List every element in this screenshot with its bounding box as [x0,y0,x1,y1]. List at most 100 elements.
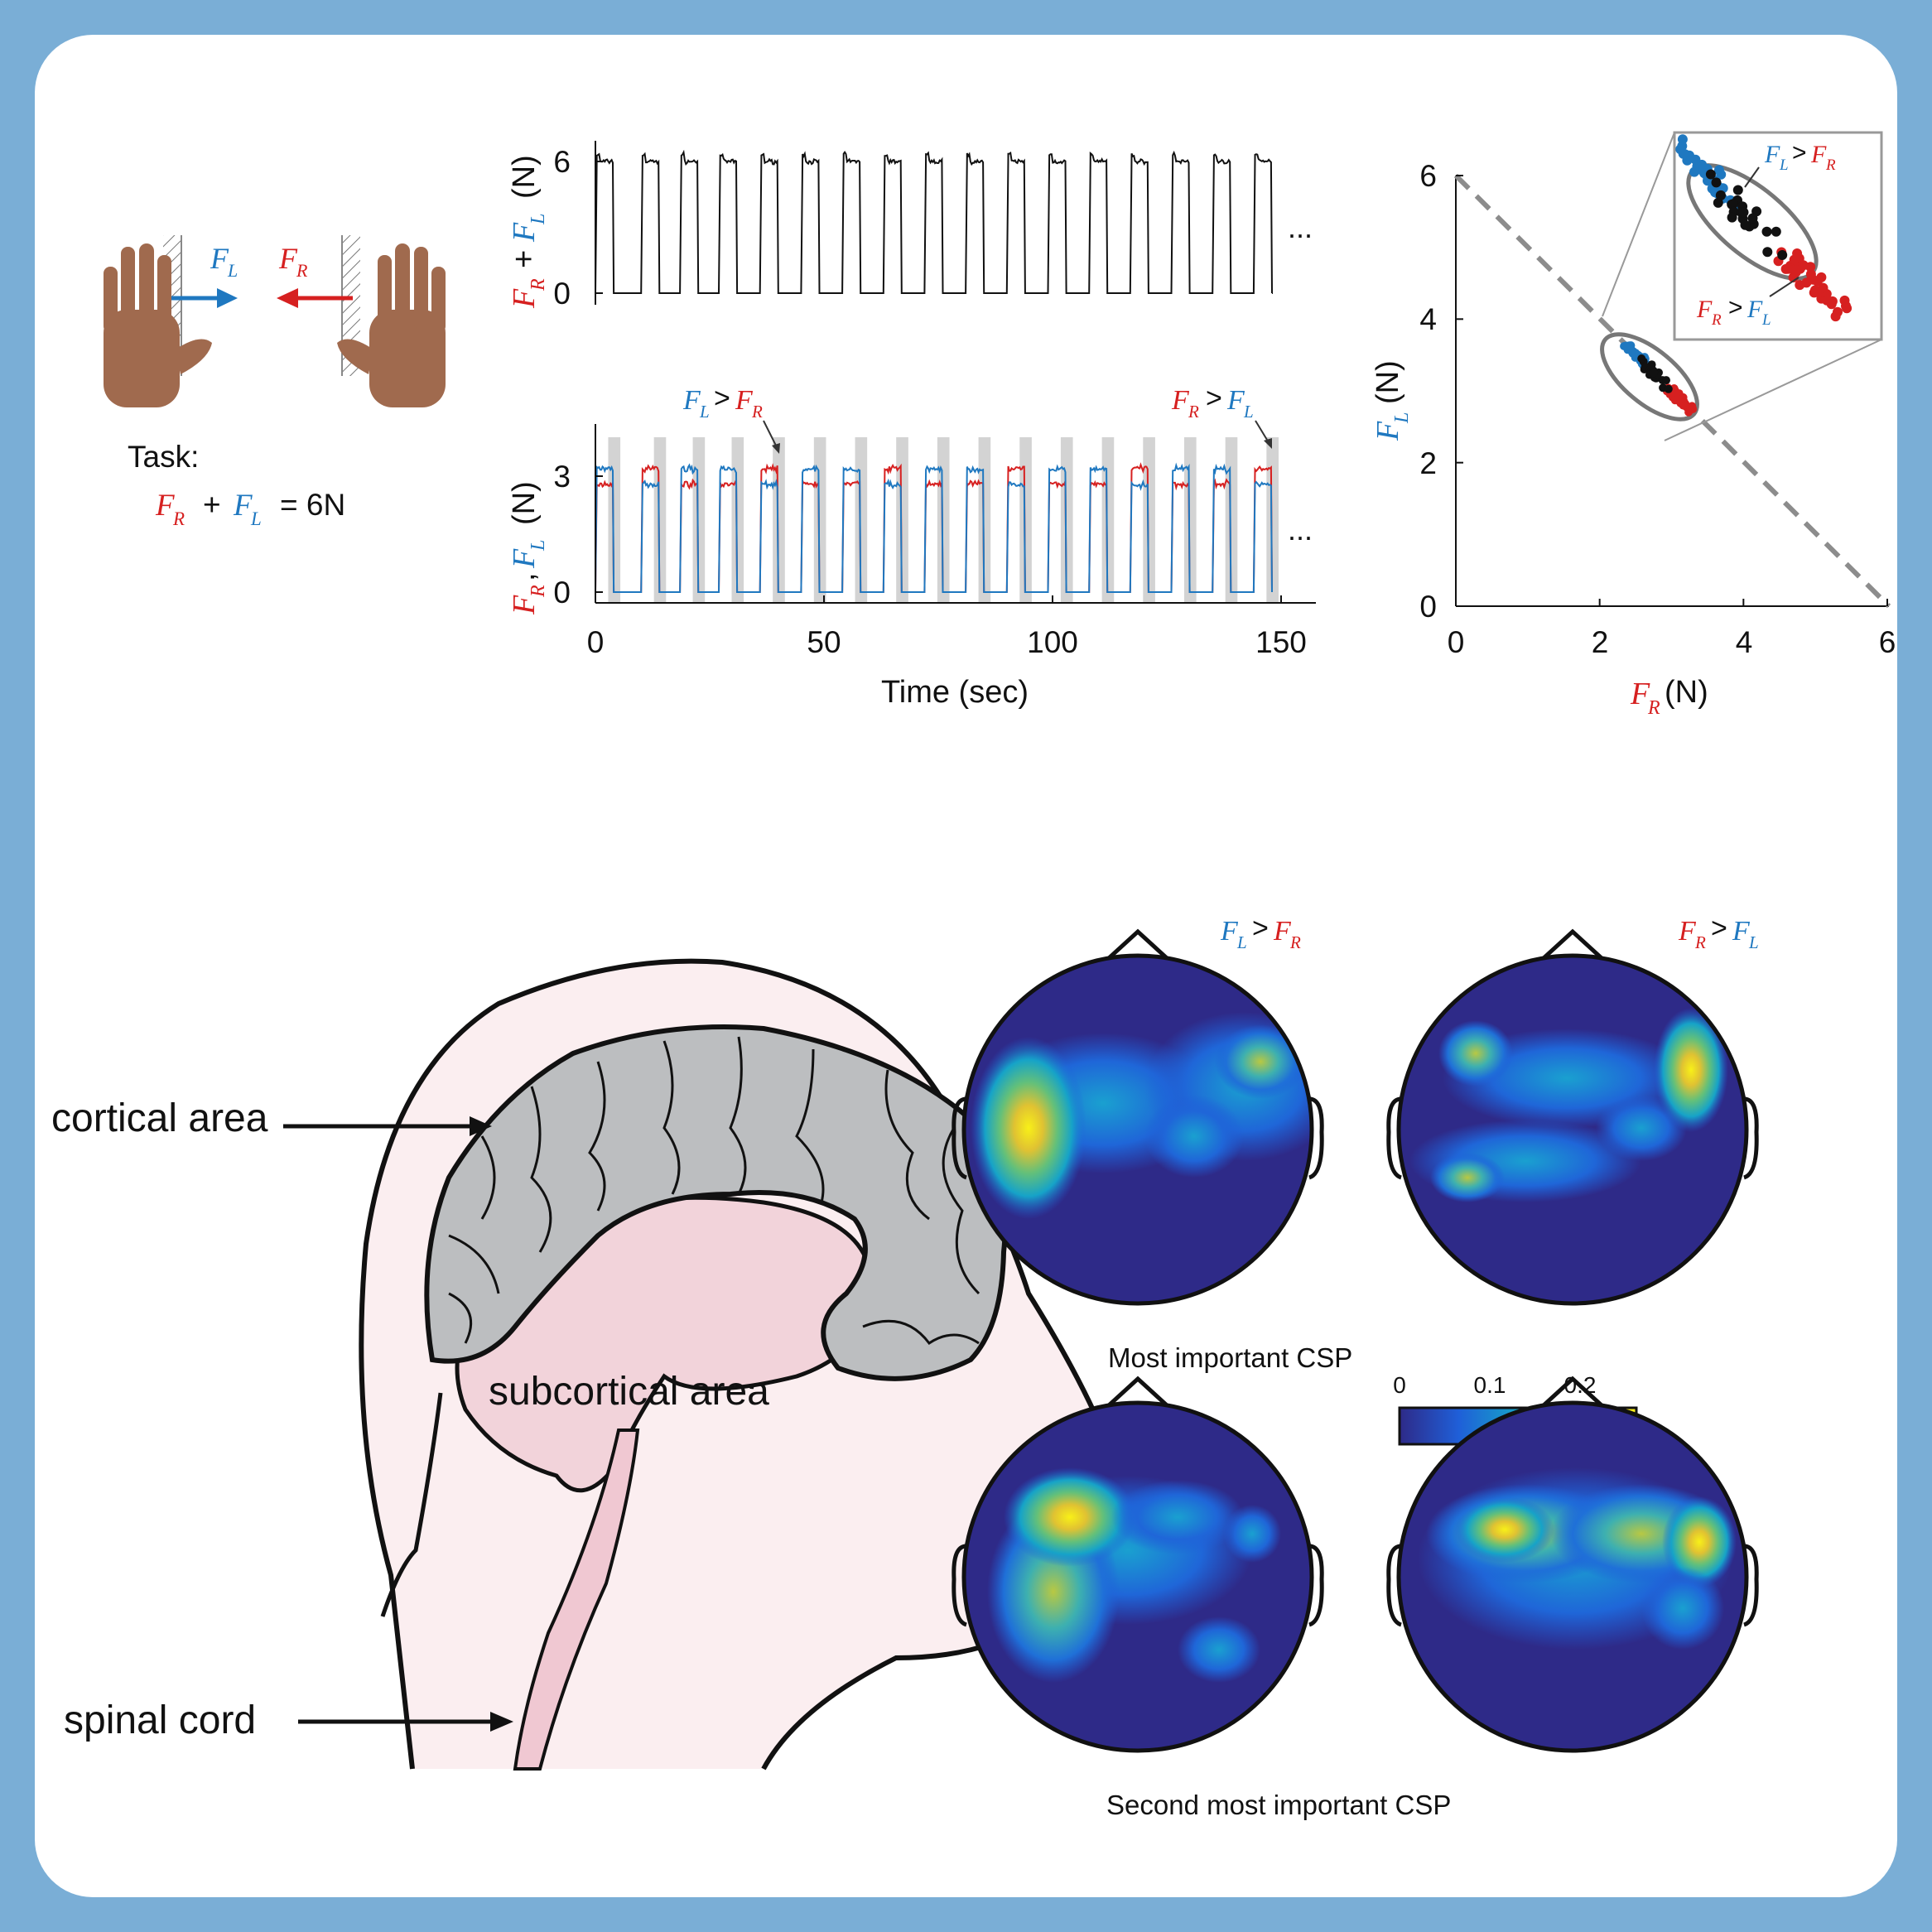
svg-text:R: R [1825,157,1836,174]
epoch-shade [1225,437,1238,603]
scatter-xlabel: F R (N) [1630,675,1708,719]
scatter-point [1637,354,1646,363]
svg-text:F: F [1371,421,1405,441]
time-xtick-50: 50 [807,625,841,659]
head-circle [1396,1400,1749,1753]
svg-text:L: L [1243,402,1254,422]
caption-second-important: Second most important CSP [1106,1790,1451,1820]
inset-point [1689,166,1699,177]
nose-icon [1542,1376,1603,1407]
annotation-fr-gt-fl: F R > F L [1171,383,1272,449]
svg-text:F: F [1747,296,1763,323]
scatter-ellipse [1600,332,1699,422]
subcortical-label: subcortical area [489,1370,769,1414]
spinal-cord-shape [513,1429,640,1771]
topoplot-second-fr [1386,1376,1759,1753]
inset-point [1711,177,1722,188]
svg-text:= 6N: = 6N [280,488,345,522]
colorbar-tick-0-1: 0.1 [1474,1372,1506,1398]
svg-text:F: F [1732,916,1751,947]
svg-text:F: F [1764,141,1780,168]
svg-text:F: F [735,385,754,416]
epoch-shade [855,437,868,603]
topoplot-second-fl [952,1376,1324,1753]
inset-point [1783,263,1793,274]
inset-point [1830,311,1841,322]
svg-text:R: R [528,278,549,291]
inset-label-fr-gt-fl: F R > F L [1696,277,1800,329]
epoch-shade [1060,437,1073,603]
svg-text:+: + [203,488,221,522]
nose-icon [1107,1376,1168,1407]
inset-point [1805,269,1816,280]
scatter-point [1681,402,1690,411]
epoch-shade [813,437,826,603]
scatter-ytick-4: 4 [1419,302,1437,336]
spinal-cord-label: spinal cord [64,1698,256,1742]
svg-text:L: L [227,260,238,281]
svg-text:F: F [507,548,542,569]
left-force-arrow [171,288,238,308]
inset-point [1727,212,1737,223]
svg-text:R: R [751,402,763,422]
right-force-trace [595,462,1273,593]
scatter-ylabel: F L (N) [1371,360,1413,441]
csp-header-right: F R > F L [1678,913,1759,952]
svg-text:L: L [1391,412,1413,424]
svg-text:F: F [507,222,542,243]
individual-force-panel: 3 0 0 50 100 150 Time (sec) ... F R , F … [507,383,1316,710]
epoch-shade [1101,437,1115,603]
svg-text:R: R [296,260,308,281]
inset-point [1771,226,1781,237]
svg-text:F: F [233,489,253,523]
nose-icon [1107,928,1168,960]
svg-text:F: F [507,288,542,309]
svg-text:F: F [1630,677,1650,711]
ear-icon [952,1096,968,1180]
svg-text:+: + [507,250,542,268]
scatter-xtick-6: 6 [1879,625,1896,659]
svg-text:F: F [1171,385,1190,416]
cortex-region [424,1024,1008,1381]
svg-text:L: L [528,540,549,552]
inset-point [1677,134,1688,145]
svg-text:F: F [1678,916,1697,947]
svg-text:(N): (N) [507,481,542,525]
shaded-epochs [608,437,1279,603]
head-circle [961,953,1314,1306]
inset-point [1842,303,1853,314]
inset-point [1798,260,1809,271]
ear-icon [1386,1096,1403,1180]
svg-text:>: > [1728,294,1743,321]
epoch-shade [937,437,950,603]
svg-text:F: F [1220,916,1239,947]
svg-text:(N): (N) [1371,360,1405,404]
inset-point [1727,199,1738,210]
caption-most-important: Most important CSP [1108,1342,1352,1373]
svg-text:>: > [1792,139,1807,166]
inset-point [1814,287,1824,298]
svg-text:F: F [1273,916,1292,947]
ear-icon [1308,1096,1324,1180]
scatter-point [1672,388,1681,397]
inset-point [1715,190,1726,200]
csp-header-left: F L > F R [1220,913,1301,952]
inset-point [1738,207,1749,218]
svg-text:F: F [1696,296,1713,323]
task-equation: F R + F L = 6N [155,488,345,529]
inset-point [1816,272,1827,282]
ind-ytick-0: 0 [553,576,571,609]
svg-text:F: F [682,385,701,416]
nose-icon [1542,928,1603,960]
inset-points [1675,134,1853,322]
cortex-gyri [448,1036,980,1346]
inset-point [1740,219,1751,230]
scatter-panel: 0 2 4 6 0 2 4 6 F R (N) F L (N) F L > F … [1371,131,1896,719]
inset-point [1795,280,1805,291]
inset-point [1822,295,1833,306]
scatter-xtick-2: 2 [1592,625,1609,659]
inset-point [1713,165,1724,176]
epoch-shade [896,437,908,603]
svg-text:>: > [714,383,730,414]
head-illustration: subcortical area cortical area spinal co… [51,958,1098,1771]
